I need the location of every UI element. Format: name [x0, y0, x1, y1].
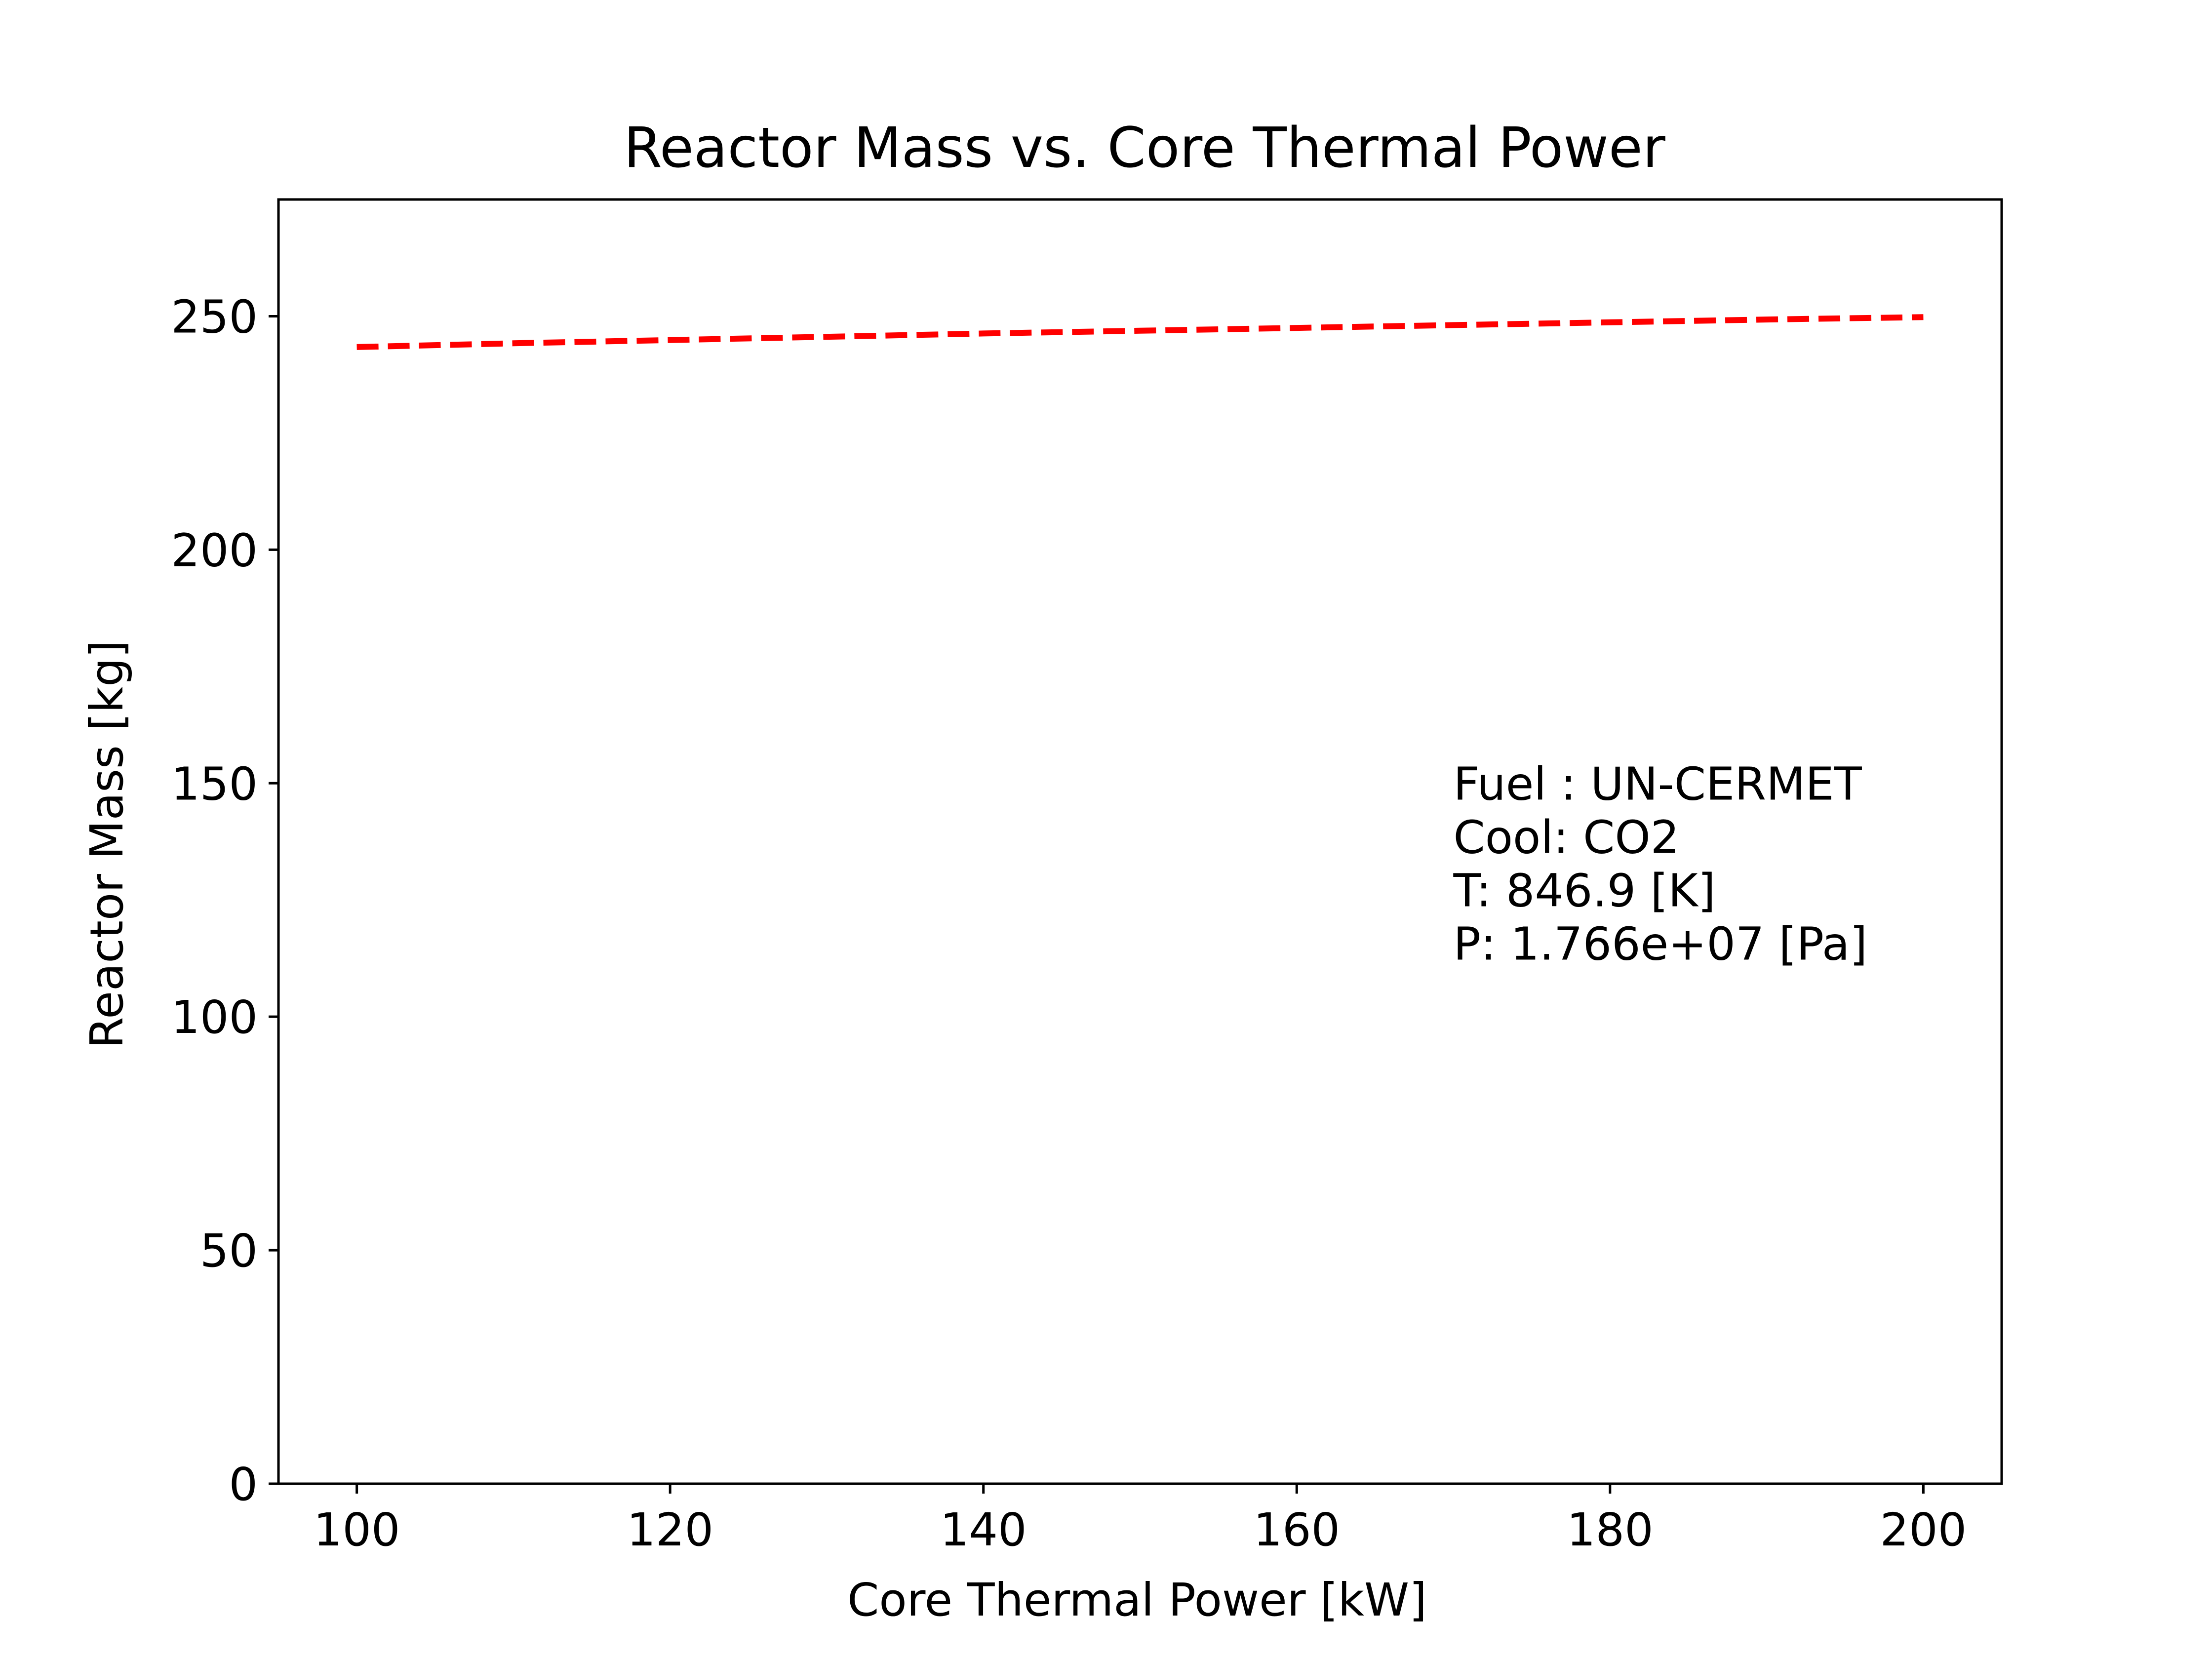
y-tick-label: 200: [171, 524, 258, 577]
annotation-line: Cool: CO2: [1454, 811, 1680, 864]
y-tick-label: 100: [171, 991, 258, 1044]
annotation-line: P: 1.766e+07 [Pa]: [1454, 917, 1868, 970]
y-tick-label: 150: [171, 757, 258, 810]
annotation-line: Fuel : UN-CERMET: [1454, 757, 1862, 810]
x-tick-label: 200: [1880, 1503, 1967, 1556]
y-tick-label: 0: [229, 1458, 258, 1511]
axes: 100 120 140 160 180 200 0 50 100 150 200 250: [171, 198, 2003, 1556]
x-axis-label: Core Thermal Power [kW]: [847, 1574, 1427, 1626]
y-tick-label: 50: [200, 1224, 258, 1277]
x-tick-label: 120: [627, 1503, 713, 1556]
series-line-0: [356, 314, 1924, 350]
x-tick-label: 100: [314, 1503, 400, 1556]
annotation-line: T: 846.9 [K]: [1453, 864, 1716, 917]
x-tick-label: 160: [1253, 1503, 1340, 1556]
y-axis-label: Reactor Mass [kg]: [80, 640, 133, 1048]
axes-frame: [277, 198, 2003, 1485]
plot-area: [356, 314, 1924, 350]
x-tick-label: 140: [940, 1503, 1027, 1556]
y-tick-label: 250: [171, 290, 258, 343]
x-tick-label: 180: [1567, 1503, 1654, 1556]
chart-title: Reactor Mass vs. Core Thermal Power: [624, 116, 1666, 180]
